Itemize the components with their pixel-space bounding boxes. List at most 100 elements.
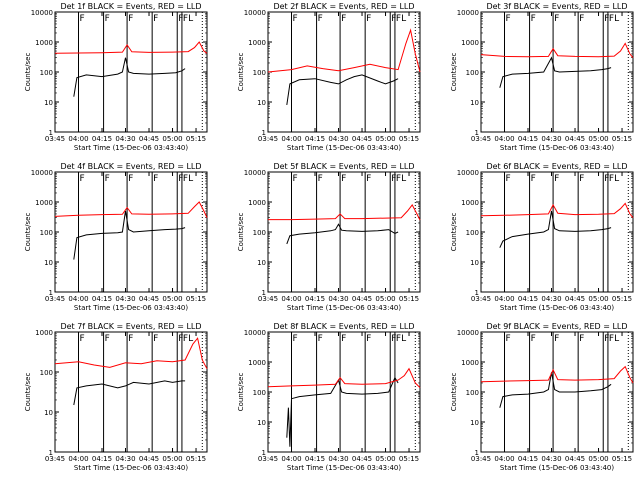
x-axis-label: Start Time (15-Dec-06 03:43:40)	[287, 304, 401, 312]
panel-title: Det 2f BLACK = Events, RED = LLD	[273, 2, 414, 11]
y-tick-label: 1	[262, 449, 266, 457]
y-tick-label: 100	[40, 369, 53, 377]
x-tick-label: 04:15	[518, 455, 538, 463]
x-tick-label: 04:45	[352, 455, 372, 463]
y-axis-label: Counts/sec	[450, 213, 458, 252]
x-tick-label: 05:15	[186, 455, 206, 463]
flag-marker-label: F	[178, 174, 183, 184]
y-axis-label: Counts/sec	[450, 53, 458, 92]
x-tick-label: 05:15	[612, 455, 632, 463]
panel-2: Det 2f BLACK = Events, RED = LLD 1 10 100 10…	[237, 2, 421, 152]
x-tick-label: 04:15	[305, 295, 325, 303]
flag-marker-label: F	[506, 334, 511, 344]
x-tick-label: 03:45	[258, 455, 278, 463]
lld-series-line	[54, 201, 208, 218]
y-axis-label: Counts/sec	[237, 213, 245, 252]
x-tick-label: 04:00	[494, 295, 514, 303]
x-tick-label: 04:45	[139, 455, 159, 463]
x-tick-label: 05:00	[375, 455, 395, 463]
y-tick-label: 10000	[244, 169, 266, 177]
flag-marker-label: F	[506, 174, 511, 184]
x-axis-label: Start Time (15-Dec-06 03:43:40)	[500, 464, 614, 472]
flag-marker-label: F	[178, 14, 183, 24]
x-tick-label: 03:45	[471, 455, 491, 463]
flag-marker-label: F	[318, 174, 323, 184]
y-tick-label: 1	[475, 129, 479, 137]
flag-marker-label: F	[579, 334, 584, 344]
flag-marker-label: FL	[396, 334, 406, 344]
events-series-line	[73, 57, 186, 97]
x-tick-label: 04:15	[518, 135, 538, 143]
x-tick-label: 04:30	[541, 455, 561, 463]
y-tick-label: 10000	[244, 329, 266, 337]
x-axis-label: Start Time (15-Dec-06 03:43:40)	[74, 144, 188, 152]
y-axis-label: Counts/sec	[237, 53, 245, 92]
y-tick-label: 10	[257, 259, 266, 267]
panel-title: Det 6f BLACK = Events, RED = LLD	[486, 162, 627, 171]
flag-marker-label: F	[366, 334, 371, 344]
lld-series-line	[267, 28, 421, 73]
plot-frame	[480, 331, 634, 453]
flag-marker-label: FL	[609, 334, 619, 344]
x-tick-label: 04:00	[68, 135, 88, 143]
y-tick-label: 10	[257, 99, 266, 107]
y-axis-label: Counts/sec	[450, 373, 458, 412]
y-axis-label: Counts/sec	[24, 53, 32, 92]
flag-marker-label: FL	[183, 174, 193, 184]
flag-marker-label: F	[391, 334, 396, 344]
x-tick-label: 05:00	[588, 135, 608, 143]
y-tick-label: 10	[257, 419, 266, 427]
x-tick-label: 04:30	[115, 295, 135, 303]
x-tick-label: 05:15	[186, 135, 206, 143]
plot-frame	[54, 171, 208, 293]
x-tick-label: 04:30	[328, 455, 348, 463]
events-series-line	[499, 56, 612, 88]
x-tick-label: 04:30	[541, 295, 561, 303]
x-tick-label: 05:15	[186, 295, 206, 303]
y-tick-label: 100	[253, 229, 266, 237]
plot-frame	[480, 171, 634, 293]
flag-marker-label: F	[178, 334, 183, 344]
flag-marker-label: F	[293, 174, 298, 184]
y-tick-label: 100	[466, 389, 479, 397]
flag-marker-label: FL	[183, 14, 193, 24]
y-tick-label: 10	[44, 99, 53, 107]
x-tick-label: 04:00	[494, 135, 514, 143]
flag-marker-label: F	[341, 334, 346, 344]
flag-marker-label: F	[366, 14, 371, 24]
x-tick-label: 04:45	[139, 135, 159, 143]
x-tick-label: 04:15	[92, 455, 112, 463]
y-tick-label: 1	[49, 449, 53, 457]
x-tick-label: 03:45	[45, 455, 65, 463]
lld-series-line	[268, 203, 421, 221]
flag-marker-label: F	[604, 14, 609, 24]
flag-marker-label: F	[153, 174, 158, 184]
flag-marker-label: F	[531, 334, 536, 344]
panel-title: Det 9f BLACK = Events, RED = LLD	[486, 322, 627, 331]
panel-title: Det 5f BLACK = Events, RED = LLD	[273, 162, 414, 171]
y-tick-label: 1000	[461, 39, 479, 47]
y-tick-label: 1000	[248, 39, 266, 47]
x-tick-label: 05:00	[588, 455, 608, 463]
y-tick-label: 1	[262, 129, 266, 137]
plot-frame	[267, 11, 421, 133]
flag-marker-label: F	[604, 334, 609, 344]
x-tick-label: 04:00	[494, 455, 514, 463]
flag-marker-label: F	[531, 14, 536, 24]
flag-marker-label: F	[105, 174, 110, 184]
panel-5: Det 5f BLACK = Events, RED = LLD 1 10 100 10…	[237, 162, 421, 312]
flag-marker-label: F	[366, 174, 371, 184]
x-tick-label: 03:45	[471, 135, 491, 143]
y-tick-label: 100	[466, 69, 479, 77]
x-tick-label: 04:00	[68, 295, 88, 303]
plot-frame	[480, 11, 634, 133]
x-tick-label: 04:45	[565, 135, 585, 143]
x-tick-label: 04:15	[92, 135, 112, 143]
x-tick-label: 04:00	[281, 455, 301, 463]
flag-marker-label: F	[579, 14, 584, 24]
flag-marker-label: F	[391, 14, 396, 24]
y-tick-label: 1000	[35, 199, 53, 207]
flag-marker-label: F	[318, 334, 323, 344]
flag-marker-label: FL	[396, 14, 406, 24]
flag-marker-label: F	[506, 14, 511, 24]
